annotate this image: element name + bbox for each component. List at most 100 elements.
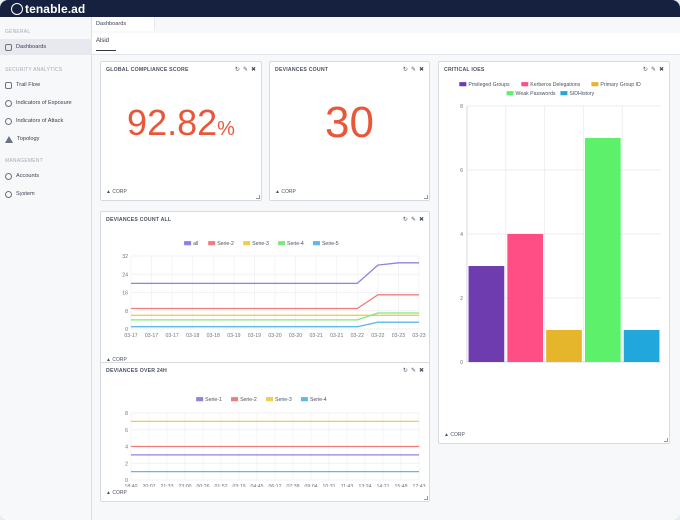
legend-label: Weak Passwords bbox=[516, 91, 556, 97]
trail-flow-icon bbox=[5, 81, 12, 89]
tab-dashboards[interactable]: Dashboards bbox=[92, 17, 155, 31]
deviances-count-all-chart: all Serie-2 Serie-3 Serie-4 Serie-5 0 8 16 24 32 0… bbox=[122, 241, 426, 339]
sidebar-item-accounts[interactable]: Accounts bbox=[0, 168, 92, 184]
legend-swatch bbox=[266, 397, 273, 402]
x-tick-label: 03-20 bbox=[289, 333, 302, 339]
deviances-over-24h-chart: Serie-1 Serie-2 Serie-3 Serie-4 0 2 4 6 8 18:40 20… bbox=[125, 397, 426, 487]
card-actions: ↻ ✎ ✖ bbox=[403, 367, 424, 374]
x-tick-label: 03-21 bbox=[330, 333, 343, 339]
footer-domain: CORP bbox=[281, 189, 296, 195]
logo-icon bbox=[11, 2, 23, 15]
series-line bbox=[131, 294, 419, 310]
x-tick-label: 15:48 bbox=[395, 484, 408, 487]
refresh-icon[interactable]: ↻ bbox=[402, 217, 408, 223]
footer-domain: CORP bbox=[450, 432, 465, 438]
delete-icon[interactable]: ✖ bbox=[250, 67, 256, 73]
gear-icon bbox=[5, 190, 12, 198]
logo[interactable]: tenable.ad bbox=[11, 1, 85, 16]
sidebar-item-dashboards[interactable]: Dashboards bbox=[0, 39, 92, 55]
sidebar-item-indicators-of-attack[interactable]: Indicators of Attack bbox=[0, 113, 92, 129]
legend-swatch bbox=[591, 82, 599, 87]
legend-label: Serie-5 bbox=[322, 241, 339, 247]
legend-label: Serie-3 bbox=[252, 241, 269, 247]
x-tick-label: 03-22 bbox=[371, 333, 384, 339]
sidebar-item-label: Indicators of Attack bbox=[16, 118, 64, 124]
delete-icon[interactable]: ✖ bbox=[658, 67, 664, 73]
refresh-icon[interactable]: ↻ bbox=[402, 368, 408, 374]
legend-swatch bbox=[196, 397, 204, 402]
series-line bbox=[131, 321, 419, 328]
bar bbox=[468, 266, 505, 362]
y-tick-label: 6 bbox=[125, 428, 128, 434]
x-tick-label: 03-19 bbox=[227, 333, 240, 339]
legend-swatch bbox=[560, 91, 568, 96]
x-tick-label: 23:00 bbox=[179, 484, 192, 487]
card-actions: ↻ ✎ ✖ bbox=[403, 66, 424, 73]
edit-icon[interactable]: ✎ bbox=[650, 67, 656, 73]
x-tick-label: 00:26 bbox=[197, 484, 210, 487]
resize-handle[interactable] bbox=[424, 195, 428, 199]
legend-swatch bbox=[184, 241, 192, 246]
deviances-over-24h-card: DEVIANCES OVER 24H ↻ ✎ ✖ Serie-1 Serie-2 S… bbox=[100, 362, 430, 502]
delete-icon[interactable]: ✖ bbox=[418, 368, 424, 374]
legend-swatch bbox=[231, 397, 239, 402]
legend-label: Privileged Groups bbox=[468, 82, 510, 88]
sidebar-item-trail-flow[interactable]: Trail Flow bbox=[0, 77, 92, 93]
card-footer: ▲ CORP bbox=[275, 189, 296, 195]
deviances-count-all-card: DEVIANCES COUNT ALL ↻ ✎ ✖ all Serie-2 Seri… bbox=[100, 211, 430, 369]
y-tick-label: 8 bbox=[125, 309, 128, 315]
x-tick-label: 03-17 bbox=[145, 333, 158, 339]
card-footer: ▲ CORP bbox=[444, 432, 465, 438]
card-actions: ↻ ✎ ✖ bbox=[235, 66, 256, 73]
edit-icon[interactable]: ✎ bbox=[410, 368, 416, 374]
refresh-icon[interactable]: ↻ bbox=[642, 67, 648, 73]
y-tick-label: 4 bbox=[460, 232, 463, 238]
x-tick-label: 10:31 bbox=[323, 484, 336, 487]
score-unit: % bbox=[217, 118, 235, 140]
card-title: DEVIANCES OVER 24H bbox=[106, 368, 167, 374]
footer-domain: CORP bbox=[112, 189, 127, 195]
subtab-alsid[interactable]: Alsid bbox=[96, 38, 116, 51]
refresh-icon[interactable]: ↻ bbox=[402, 67, 408, 73]
y-tick-label: 2 bbox=[460, 296, 463, 302]
edit-icon[interactable]: ✎ bbox=[410, 217, 416, 223]
resize-handle[interactable] bbox=[256, 195, 260, 199]
sidebar-item-indicators-of-exposure[interactable]: Indicators of Exposure bbox=[0, 95, 92, 111]
y-tick-label: 16 bbox=[122, 291, 128, 297]
sidebar-section-security-analytics: SECURITY ANALYTICS bbox=[5, 67, 63, 73]
legend-label: Serie-4 bbox=[287, 241, 304, 247]
legend-swatch bbox=[521, 82, 529, 87]
x-tick-label: 07:38 bbox=[287, 484, 300, 487]
x-tick-label: 01:52 bbox=[215, 484, 228, 487]
delete-icon[interactable]: ✖ bbox=[418, 217, 424, 223]
y-tick-label: 4 bbox=[125, 445, 128, 451]
sidebar-item-label: System bbox=[16, 191, 35, 197]
x-tick-label: 03-20 bbox=[268, 333, 281, 339]
sidebar-item-system[interactable]: System bbox=[0, 186, 92, 202]
delete-icon[interactable]: ✖ bbox=[418, 67, 424, 73]
topology-icon bbox=[5, 135, 13, 143]
edit-icon[interactable]: ✎ bbox=[410, 67, 416, 73]
bar bbox=[546, 330, 582, 362]
y-tick-label: 32 bbox=[122, 254, 128, 260]
sidebar-section-general: GENERAL bbox=[5, 29, 31, 35]
legend-label: SIDHistory bbox=[569, 91, 594, 97]
score-number: 92.82 bbox=[127, 102, 218, 143]
x-tick-label: 11:43 bbox=[341, 484, 354, 487]
resize-handle[interactable] bbox=[424, 496, 428, 500]
resize-handle[interactable] bbox=[664, 438, 668, 442]
edit-icon[interactable]: ✎ bbox=[242, 67, 248, 73]
x-tick-label: 18:40 bbox=[125, 484, 138, 487]
sidebar-item-label: Topology bbox=[17, 136, 40, 142]
sidebar-item-topology[interactable]: Topology bbox=[0, 131, 92, 147]
card-title: GLOBAL COMPLIANCE SCORE bbox=[106, 67, 189, 73]
x-tick-label: 03-19 bbox=[248, 333, 261, 339]
bar bbox=[507, 234, 544, 362]
x-tick-label: 21:33 bbox=[161, 484, 174, 487]
x-tick-label: 03:19 bbox=[233, 484, 246, 487]
card-footer: ▲ CORP bbox=[106, 490, 127, 496]
refresh-icon[interactable]: ↻ bbox=[234, 67, 240, 73]
footer-domain: CORP bbox=[112, 490, 127, 496]
main-content: Dashboards Alsid GLOBAL COMPLIANCE SCORE… bbox=[92, 17, 680, 520]
